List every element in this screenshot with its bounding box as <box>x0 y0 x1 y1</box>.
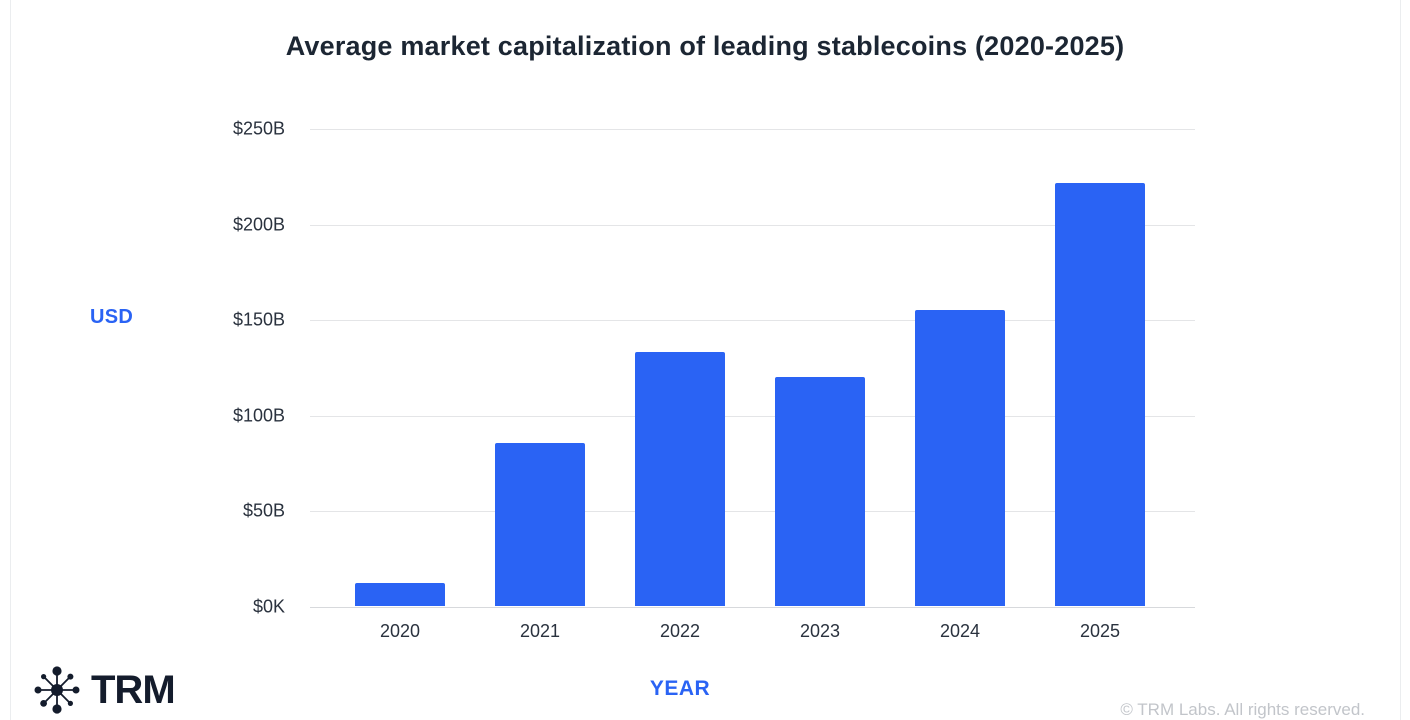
x-tick-label-2020: 2020 <box>379 621 421 641</box>
page-left-border <box>10 0 11 720</box>
x-tick-label-2023: 2023 <box>799 621 841 641</box>
copyright-notice: © TRM Labs. All rights reserved. <box>1120 700 1365 719</box>
trm-brand: TRM <box>32 663 176 716</box>
chart-title: Average market capitalization of leading… <box>285 31 1125 61</box>
x-tick-label-2021: 2021 <box>519 621 561 641</box>
bar-2024 <box>915 310 1005 606</box>
x-axis-title: YEAR <box>649 677 711 700</box>
gridline-50 <box>310 511 1195 512</box>
bar-2022 <box>635 352 725 606</box>
x-tick-label-2024: 2024 <box>939 621 981 641</box>
x-tick-label-2022: 2022 <box>659 621 701 641</box>
bar-2021 <box>495 443 585 606</box>
trm-brand-name: TRM <box>91 667 176 712</box>
gridline-150 <box>310 320 1195 321</box>
x-tick-label-2025: 2025 <box>1079 621 1121 641</box>
gridline-200 <box>310 225 1195 226</box>
y-tick-label-100: $100B <box>232 405 285 426</box>
y-tick-label-250: $250B <box>232 118 285 139</box>
y-tick-label-150: $150B <box>232 309 285 330</box>
gridline-0 <box>310 607 1195 608</box>
y-tick-label-50: $50B <box>242 500 285 521</box>
bar-2023 <box>775 377 865 606</box>
y-tick-label-0: $0K <box>252 596 285 617</box>
gridline-100 <box>310 416 1195 417</box>
page-right-border <box>1400 0 1401 720</box>
y-axis-title: USD <box>90 306 134 328</box>
bar-2020 <box>355 583 445 606</box>
y-tick-label-200: $200B <box>232 214 285 235</box>
network-asterisk-icon <box>34 666 80 714</box>
bar-2025 <box>1055 183 1145 606</box>
gridline-250 <box>310 129 1195 130</box>
plot-area <box>310 129 1195 608</box>
y-axis-tick-labels: $250B $200B $150B $100B $50B $0K <box>0 119 285 617</box>
x-axis-tick-labels: 2020 2021 2022 2023 2024 2025 <box>310 621 1195 647</box>
